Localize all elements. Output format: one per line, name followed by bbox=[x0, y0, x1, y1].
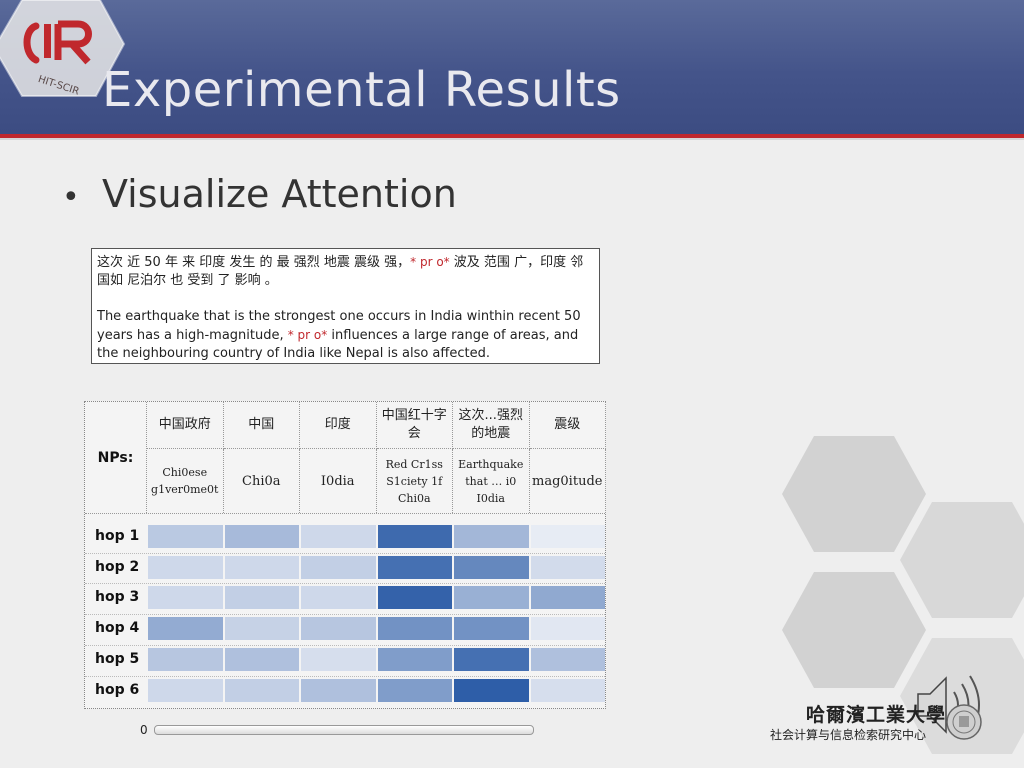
research-center-name: 社会计算与信息检索研究中心 bbox=[770, 728, 927, 742]
attention-cell bbox=[148, 617, 223, 641]
hop-separator bbox=[85, 675, 605, 677]
np-header-en: Red Cr1ss S1ciety 1f Chi0a bbox=[377, 449, 453, 513]
attention-cell bbox=[530, 525, 605, 548]
attention-cell bbox=[454, 678, 529, 702]
hop-label: hop 3 bbox=[95, 589, 140, 606]
hop-separator bbox=[85, 583, 605, 585]
attention-cell bbox=[224, 678, 299, 702]
np-header-zh: 中国政府 bbox=[147, 402, 224, 449]
attention-cell bbox=[377, 525, 452, 548]
np-header-zh: 印度 bbox=[300, 402, 377, 449]
attention-cell bbox=[224, 617, 299, 641]
hop-label: hop 6 bbox=[95, 681, 140, 698]
attention-cell bbox=[530, 555, 605, 579]
hop-separator bbox=[85, 614, 605, 616]
attention-cell bbox=[530, 617, 605, 641]
attention-table: NPs: 中国政府 Chi0ese g1ver0me0t 中国 Chi0a 印度 I0dia… bbox=[84, 401, 606, 709]
header-divider bbox=[0, 138, 1024, 140]
attention-cell bbox=[148, 678, 223, 702]
attention-cell bbox=[454, 555, 529, 579]
attention-cell bbox=[454, 586, 529, 610]
university-name: 哈爾濱工業大學 bbox=[806, 704, 947, 726]
hop-label: hop 1 bbox=[95, 528, 140, 544]
attention-cell bbox=[148, 555, 223, 579]
attention-cell bbox=[224, 525, 299, 548]
header-accent-line bbox=[0, 134, 1024, 138]
np-header-en: Chi0a bbox=[224, 449, 300, 513]
attention-cell bbox=[301, 555, 376, 579]
scale-min-label: 0 bbox=[140, 723, 148, 737]
attention-cell bbox=[377, 617, 452, 641]
np-header-zh: 中国 bbox=[223, 402, 300, 449]
attention-cell bbox=[377, 678, 452, 702]
attention-cell bbox=[377, 555, 452, 579]
example-chinese: 这次 近 50 年 来 印度 发生 的 最 强烈 地震 震级 强，* pr o*… bbox=[97, 253, 594, 290]
np-header-en: Chi0ese g1ver0me0t bbox=[147, 449, 224, 513]
np-header-zh: 这次...强烈的地震 bbox=[453, 402, 530, 449]
attention-cell bbox=[301, 647, 376, 671]
attention-cell bbox=[454, 647, 529, 671]
nps-label: NPs: bbox=[85, 402, 147, 513]
attention-cell bbox=[148, 586, 223, 610]
attention-cell bbox=[224, 647, 299, 671]
hitscir-logo bbox=[0, 0, 130, 114]
decorative-hexagons bbox=[782, 436, 1024, 754]
hop-label: hop 4 bbox=[95, 620, 140, 637]
np-header-en: Earthquake that … i0 I0dia bbox=[453, 449, 530, 513]
example-zh-text-1: 这次 近 50 年 来 印度 发生 的 最 强烈 地震 震级 强， bbox=[97, 255, 411, 270]
attention-cell bbox=[530, 647, 605, 671]
example-zh-text-2: 波及 范围 广，印度 邻国如 尼泊尔 也 受到 了 影响 。 bbox=[97, 255, 584, 288]
example-english: The earthquake that is the strongest one… bbox=[97, 308, 594, 363]
attention-cell bbox=[224, 555, 299, 579]
bullet-marker: • bbox=[62, 180, 80, 215]
example-en-text-2: influences a large range of areas, and t… bbox=[97, 328, 579, 361]
slide-header bbox=[0, 0, 1024, 134]
np-header-en: mag0itude bbox=[530, 449, 606, 513]
attention-cell bbox=[301, 586, 376, 610]
pronoun-marker-en: * pr o* bbox=[287, 328, 328, 342]
attention-cell bbox=[454, 617, 529, 641]
hop-label: hop 2 bbox=[95, 558, 140, 575]
attention-cell bbox=[301, 525, 376, 548]
attention-cell bbox=[454, 525, 529, 548]
university-seal-icon bbox=[944, 702, 984, 746]
np-header-en: I0dia bbox=[300, 449, 377, 513]
slide-title: Experimental Results bbox=[102, 62, 621, 118]
attention-cell bbox=[377, 647, 452, 671]
attention-cell bbox=[148, 647, 223, 671]
np-header-zh: 中国红十字会 bbox=[376, 402, 453, 449]
attention-cell bbox=[148, 525, 223, 548]
attention-cell bbox=[530, 586, 605, 610]
hop-label: hop 5 bbox=[95, 650, 140, 667]
hop-separator bbox=[85, 644, 605, 646]
attention-cell bbox=[530, 678, 605, 702]
attention-cell bbox=[301, 617, 376, 641]
attention-cell bbox=[301, 678, 376, 702]
example-en-text-1: The earthquake that is the strongest one… bbox=[97, 309, 581, 343]
bullet-heading: Visualize Attention bbox=[102, 172, 457, 216]
hop-separator bbox=[85, 552, 605, 554]
attention-cell bbox=[224, 586, 299, 610]
pronoun-marker-zh: * pr o* bbox=[410, 255, 450, 269]
np-header-zh: 震级 bbox=[529, 402, 606, 449]
color-scale-bar bbox=[154, 725, 534, 735]
attention-cell bbox=[377, 586, 452, 610]
example-sentence-box: 这次 近 50 年 来 印度 发生 的 最 强烈 地震 震级 强，* pr o*… bbox=[91, 248, 600, 364]
